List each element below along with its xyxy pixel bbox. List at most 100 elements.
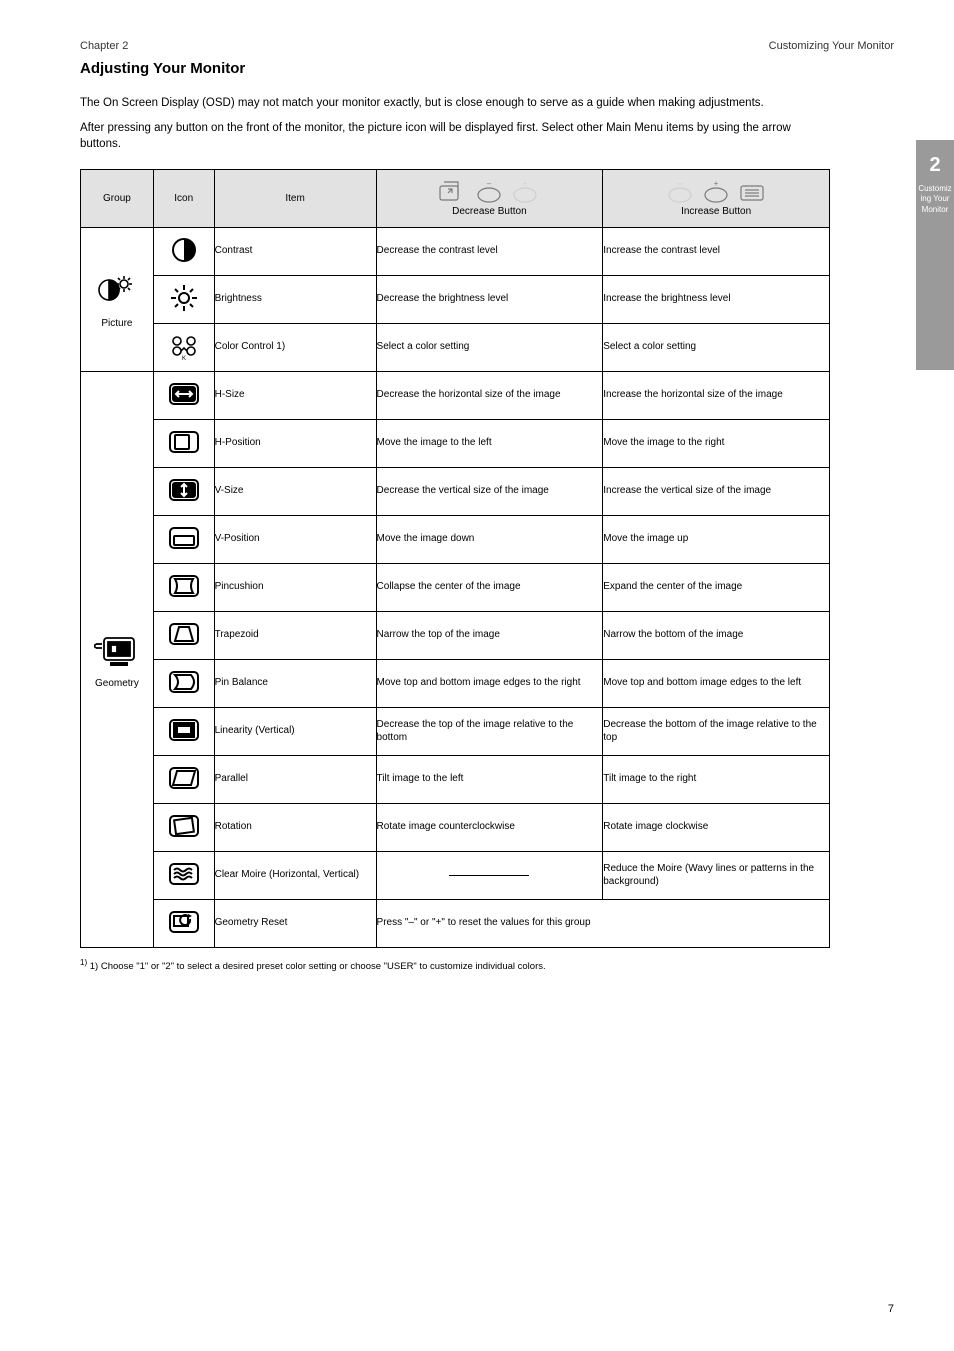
geometry-reset-icon bbox=[167, 907, 201, 937]
minus-button-icon: – bbox=[474, 180, 504, 204]
trapezoid-icon bbox=[167, 619, 201, 649]
color-control-icon: K bbox=[167, 331, 201, 361]
minus-button-ghost-icon: – bbox=[665, 180, 695, 204]
group-label: Geometry bbox=[81, 678, 153, 690]
item-cell: H-Position bbox=[214, 420, 376, 468]
table-row: Pin Balance Move top and bottom image ed… bbox=[81, 660, 830, 708]
item-cell: Rotation bbox=[214, 804, 376, 852]
decrease-cell: Move the image to the left bbox=[376, 420, 603, 468]
menu-button-icon bbox=[737, 180, 767, 204]
icon-cell bbox=[153, 660, 214, 708]
icon-cell bbox=[153, 852, 214, 900]
table-row: Pincushion Collapse the center of the im… bbox=[81, 564, 830, 612]
increase-cell: Increase the brightness level bbox=[603, 276, 830, 324]
icon-cell bbox=[153, 468, 214, 516]
item-cell: H-Size bbox=[214, 372, 376, 420]
increase-cell: Rotate image clockwise bbox=[603, 804, 830, 852]
item-cell: Trapezoid bbox=[214, 612, 376, 660]
svg-text:+: + bbox=[523, 180, 528, 188]
group-cell-picture: Picture bbox=[81, 228, 154, 372]
pinbalance-icon bbox=[167, 667, 201, 697]
increase-cell: Expand the center of the image bbox=[603, 564, 830, 612]
hposition-icon bbox=[167, 427, 201, 457]
decrease-cell: Decrease the horizontal size of the imag… bbox=[376, 372, 603, 420]
chapter-side-tab: 2 Customizing Your Monitor bbox=[916, 140, 954, 370]
chapter-label: Chapter 2 bbox=[80, 40, 128, 52]
table-row: Trapezoid Narrow the top of the image Na… bbox=[81, 612, 830, 660]
icon-cell bbox=[153, 276, 214, 324]
page-number: 7 bbox=[888, 1303, 894, 1315]
increase-cell: Tilt image to the right bbox=[603, 756, 830, 804]
intro-paragraph-2: After pressing any button on the front o… bbox=[80, 120, 820, 153]
table-row: Brightness Decrease the brightness level… bbox=[81, 276, 830, 324]
decrease-cell: Tilt image to the left bbox=[376, 756, 603, 804]
icon-cell bbox=[153, 420, 214, 468]
icon-cell bbox=[153, 228, 214, 276]
footnote-text: 1) Choose "1" or "2" to select a desired… bbox=[90, 961, 546, 972]
th-decrease: – + Decrease Button bbox=[376, 170, 603, 228]
side-tab-number: 2 bbox=[916, 154, 954, 176]
th-group: Group bbox=[81, 170, 154, 228]
exit-button-icon bbox=[438, 180, 468, 204]
item-cell: Parallel bbox=[214, 756, 376, 804]
decrease-cell: Select a color setting bbox=[376, 324, 603, 372]
increase-cell: Decrease the bottom of the image relativ… bbox=[603, 708, 830, 756]
icon-cell: K bbox=[153, 324, 214, 372]
plus-button-ghost-icon: + bbox=[510, 180, 540, 204]
plus-button-icon: + bbox=[701, 180, 731, 204]
intro-paragraph-1: The On Screen Display (OSD) may not matc… bbox=[80, 95, 820, 112]
rotation-icon bbox=[167, 811, 201, 841]
decrease-cell: Decrease the contrast level bbox=[376, 228, 603, 276]
th-decrease-label: Decrease Button bbox=[377, 206, 603, 217]
header-right: Customizing Your Monitor bbox=[769, 40, 894, 52]
footnote-marker: 1) bbox=[80, 958, 87, 967]
page: Chapter 2 Customizing Your Monitor Adjus… bbox=[0, 0, 954, 1351]
th-increase: – + bbox=[603, 170, 830, 228]
item-cell: Geometry Reset bbox=[214, 900, 376, 948]
geometry-group-icon bbox=[94, 630, 140, 670]
table-row: Linearity (Vertical) Decrease the top of… bbox=[81, 708, 830, 756]
table-row: Parallel Tilt image to the left Tilt ima… bbox=[81, 756, 830, 804]
item-cell: Pin Balance bbox=[214, 660, 376, 708]
item-cell: Brightness bbox=[214, 276, 376, 324]
increase-cell: Move the image to the right bbox=[603, 420, 830, 468]
side-tab-label: Customizing Your Monitor bbox=[916, 184, 954, 215]
svg-text:K: K bbox=[182, 356, 186, 361]
parallel-icon bbox=[167, 763, 201, 793]
vposition-icon bbox=[167, 523, 201, 553]
svg-text:+: + bbox=[714, 180, 719, 188]
item-cell: V-Position bbox=[214, 516, 376, 564]
group-label: Picture bbox=[81, 318, 153, 330]
table-row: Rotation Rotate image counterclockwise R… bbox=[81, 804, 830, 852]
table-row: H-Position Move the image to the left Mo… bbox=[81, 420, 830, 468]
table-row: K Color Control 1) Select a color settin… bbox=[81, 324, 830, 372]
decrease-cell: Decrease the brightness level bbox=[376, 276, 603, 324]
increase-cell: Narrow the bottom of the image bbox=[603, 612, 830, 660]
dash-rule-icon bbox=[449, 875, 529, 876]
icon-cell bbox=[153, 564, 214, 612]
vsize-icon bbox=[167, 475, 201, 505]
icon-cell bbox=[153, 516, 214, 564]
item-cell: Clear Moire (Horizontal, Vertical) bbox=[214, 852, 376, 900]
footnote: 1) 1) Choose "1" or "2" to select a desi… bbox=[80, 958, 820, 974]
increase-cell: Increase the horizontal size of the imag… bbox=[603, 372, 830, 420]
hsize-icon bbox=[167, 379, 201, 409]
decrease-cell: Rotate image counterclockwise bbox=[376, 804, 603, 852]
linearity-icon bbox=[167, 715, 201, 745]
table-row: V-Position Move the image down Move the … bbox=[81, 516, 830, 564]
icon-cell bbox=[153, 756, 214, 804]
page-title: Adjusting Your Monitor bbox=[80, 60, 894, 77]
moire-icon bbox=[167, 859, 201, 889]
osd-adjustment-table: Group Icon Item bbox=[80, 169, 830, 948]
item-cell: V-Size bbox=[214, 468, 376, 516]
decrease-cell: Move the image down bbox=[376, 516, 603, 564]
table-row: Geometry H-Size Decrease the horiz bbox=[81, 372, 830, 420]
svg-text:–: – bbox=[487, 180, 492, 188]
merged-reset-cell: Press "–" or "+" to reset the values for… bbox=[376, 900, 829, 948]
table-row: Clear Moire (Horizontal, Vertical) Reduc… bbox=[81, 852, 830, 900]
decrease-cell: Decrease the vertical size of the image bbox=[376, 468, 603, 516]
decrease-cell: Decrease the top of the image relative t… bbox=[376, 708, 603, 756]
decrease-cell bbox=[376, 852, 603, 900]
increase-cell: Move top and bottom image edges to the l… bbox=[603, 660, 830, 708]
decrease-cell: Move top and bottom image edges to the r… bbox=[376, 660, 603, 708]
